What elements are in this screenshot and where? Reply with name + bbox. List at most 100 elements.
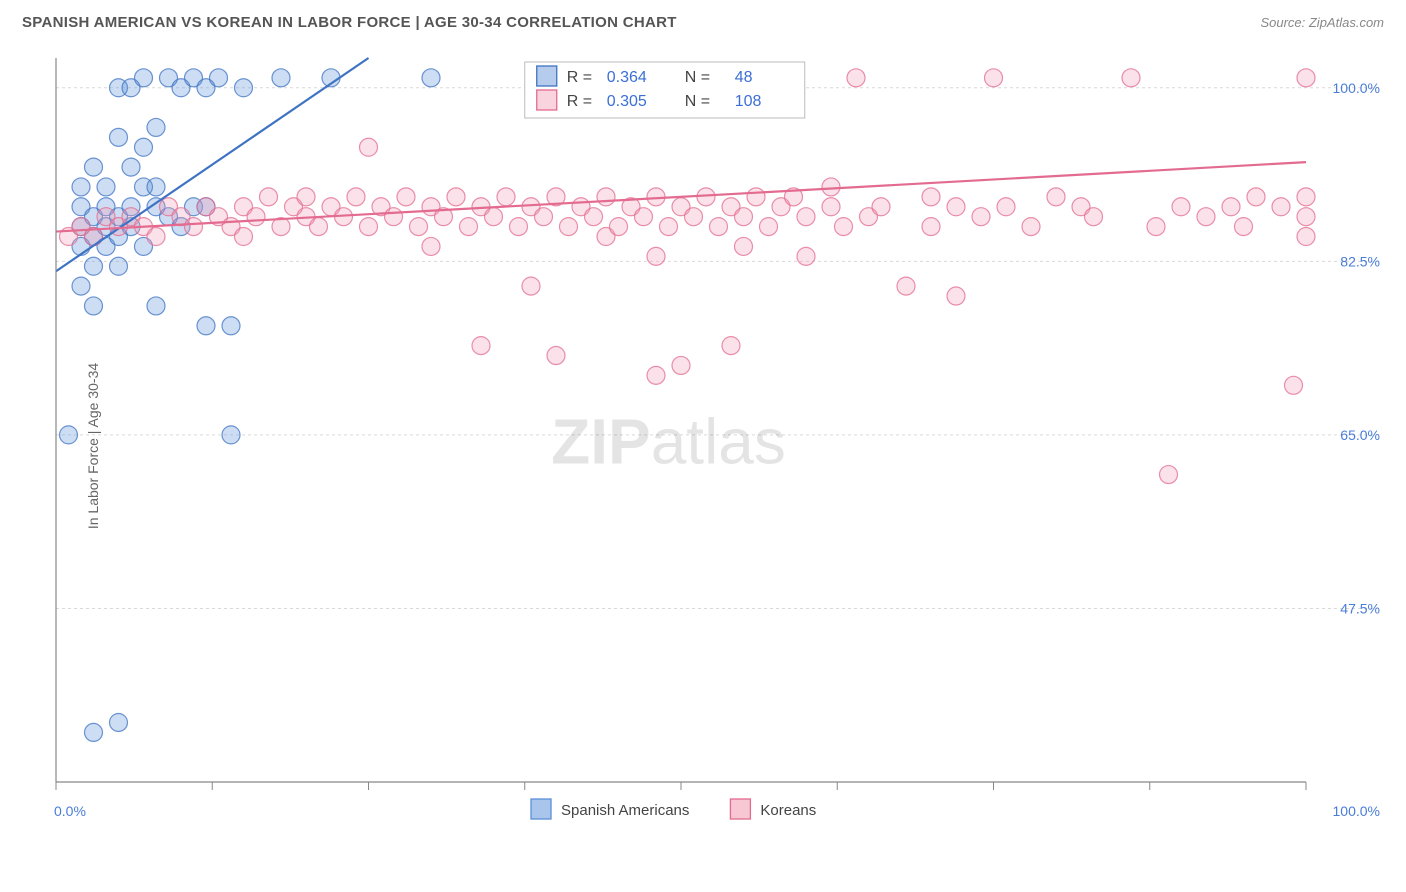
point-koreans [747,188,765,206]
y-tick-label: 100.0% [1333,80,1380,96]
point-spanish_americans [147,118,165,136]
point-koreans [1197,208,1215,226]
point-koreans [147,228,165,246]
point-koreans [672,356,690,374]
point-koreans [735,208,753,226]
point-koreans [822,178,840,196]
header-row: SPANISH AMERICAN VS KOREAN IN LABOR FORC… [0,0,1406,41]
legend-N-value: 48 [735,69,753,86]
point-koreans [722,337,740,355]
point-koreans [647,366,665,384]
point-koreans [985,69,1003,87]
point-spanish_americans [85,158,103,176]
point-koreans [1235,218,1253,236]
point-spanish_americans [60,426,78,444]
source-label: Source: ZipAtlas.com [1260,15,1384,30]
point-koreans [1297,188,1315,206]
point-koreans [1147,218,1165,236]
point-spanish_americans [422,69,440,87]
legend-N-prefix: N = [685,93,710,110]
point-spanish_americans [97,178,115,196]
point-koreans [1247,188,1265,206]
point-koreans [947,287,965,305]
point-koreans [472,337,490,355]
legend-R-value: 0.364 [607,69,647,86]
point-spanish_americans [197,317,215,335]
point-koreans [1297,208,1315,226]
point-spanish_americans [222,426,240,444]
point-koreans [310,218,328,236]
x-tick-label: 0.0% [54,803,86,819]
point-spanish_americans [122,158,140,176]
legend-N-value: 108 [735,93,762,110]
point-koreans [685,208,703,226]
point-koreans [922,188,940,206]
point-koreans [1285,376,1303,394]
point-koreans [1272,198,1290,216]
point-koreans [510,218,528,236]
point-koreans [585,208,603,226]
point-spanish_americans [272,69,290,87]
point-spanish_americans [85,297,103,315]
point-koreans [1297,228,1315,246]
point-spanish_americans [147,178,165,196]
point-koreans [1047,188,1065,206]
point-koreans [185,218,203,236]
point-koreans [247,208,265,226]
point-koreans [972,208,990,226]
point-spanish_americans [72,277,90,295]
point-koreans [360,138,378,156]
point-koreans [647,247,665,265]
legend-swatch-spanish_americans [537,66,557,86]
point-koreans [460,218,478,236]
point-koreans [660,218,678,236]
point-koreans [710,218,728,236]
point-spanish_americans [72,178,90,196]
point-koreans [735,237,753,255]
point-koreans [1160,466,1178,484]
point-spanish_americans [235,79,253,97]
point-koreans [485,208,503,226]
point-koreans [447,188,465,206]
scatter-chart: ZIPatlas47.5%65.0%82.5%100.0%0.0%100.0%R… [50,50,1386,832]
point-koreans [797,247,815,265]
point-koreans [497,188,515,206]
point-koreans [847,69,865,87]
y-tick-label: 47.5% [1340,600,1380,616]
watermark: ZIPatlas [551,405,786,477]
point-koreans [1222,198,1240,216]
point-spanish_americans [85,723,103,741]
point-koreans [260,188,278,206]
point-koreans [1085,208,1103,226]
point-koreans [835,218,853,236]
point-koreans [385,208,403,226]
point-spanish_americans [147,297,165,315]
chart-title: SPANISH AMERICAN VS KOREAN IN LABOR FORC… [22,14,677,31]
bottom-legend-label: Spanish Americans [561,802,689,819]
point-spanish_americans [110,713,128,731]
point-koreans [397,188,415,206]
point-spanish_americans [110,257,128,275]
point-koreans [360,218,378,236]
point-koreans [297,188,315,206]
point-koreans [1172,198,1190,216]
point-koreans [547,347,565,365]
regression-line-koreans [56,162,1306,231]
point-spanish_americans [210,69,228,87]
chart-area: ZIPatlas47.5%65.0%82.5%100.0%0.0%100.0%R… [50,50,1386,832]
point-koreans [947,198,965,216]
point-koreans [610,218,628,236]
point-koreans [235,228,253,246]
point-koreans [422,237,440,255]
point-spanish_americans [85,257,103,275]
point-koreans [872,198,890,216]
point-koreans [1122,69,1140,87]
legend-R-prefix: R = [567,69,592,86]
point-spanish_americans [222,317,240,335]
point-koreans [797,208,815,226]
point-koreans [522,277,540,295]
legend-R-prefix: R = [567,93,592,110]
point-koreans [822,198,840,216]
y-tick-label: 65.0% [1340,427,1380,443]
point-koreans [635,208,653,226]
